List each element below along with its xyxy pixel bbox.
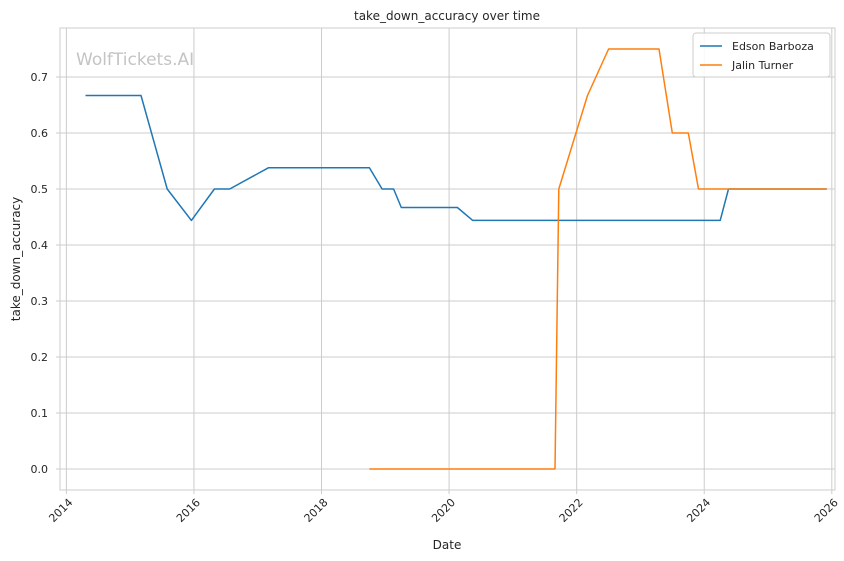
y-tick-label: 0.5 xyxy=(31,183,49,196)
series-line-jalin-turner xyxy=(369,48,827,470)
y-tick-label: 0.0 xyxy=(31,463,49,476)
legend-label-jalin-turner: Jalin Turner xyxy=(731,59,794,72)
y-tick-label: 0.6 xyxy=(31,127,49,140)
series-line-edson-barboza xyxy=(85,94,827,222)
legend-box xyxy=(692,32,831,78)
plot-area-frame xyxy=(59,27,836,491)
legend-label-edson-barboza: Edson Barboza xyxy=(732,40,814,53)
y-tick-label: 0.2 xyxy=(31,351,49,364)
y-tick-label: 0.7 xyxy=(31,71,49,84)
y-tick-label: 0.1 xyxy=(31,407,49,420)
y-axis-ticks: 0.0 0.1 0.2 0.3 0.4 0.5 0.6 0.7 xyxy=(31,71,60,476)
y-tick-label: 0.4 xyxy=(31,239,49,252)
x-axis-label: Date xyxy=(433,538,462,552)
y-axis-label: take_down_accuracy xyxy=(9,197,23,321)
y-tick-label: 0.3 xyxy=(31,295,49,308)
series-layer xyxy=(85,48,827,470)
chart-title: take_down_accuracy over time xyxy=(354,9,540,23)
watermark-text: WolfTickets.AI xyxy=(76,50,194,70)
legend: Edson Barboza Jalin Turner xyxy=(692,32,831,78)
